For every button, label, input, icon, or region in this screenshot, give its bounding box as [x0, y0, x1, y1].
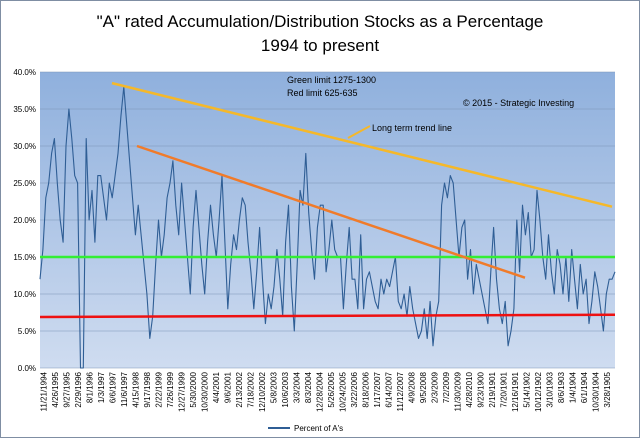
y-tick-label: 25.0% [13, 179, 36, 188]
x-tick-label: 3/3/2004 [292, 371, 301, 403]
x-tick-label: 8/1/1996 [85, 371, 94, 403]
y-tick-label: 20.0% [13, 216, 36, 225]
x-tick-label: 12/16/1901 [511, 371, 520, 412]
red-level-line [39, 313, 616, 319]
x-tick-label: 7/20/1901 [499, 371, 508, 407]
x-tick-label: 1/3/1997 [97, 371, 106, 403]
chart-title-line2: 1994 to present [260, 36, 380, 55]
y-axis-ticks: 0.0% 5.0% 10.0% 15.0% 20.0% 25.0% 30.0% 35.0% 40… [13, 68, 36, 373]
trend-callout-pointer [347, 125, 371, 139]
y-tick-label: 40.0% [13, 68, 36, 77]
x-tick-label: 9/6/2001 [223, 371, 232, 403]
x-tick-label: 5/8/2003 [269, 371, 278, 403]
y-tick-label: 10.0% [13, 290, 36, 299]
x-tick-label: 9/23/1900 [476, 371, 485, 407]
y-tick-label: 30.0% [13, 142, 36, 151]
x-tick-label: 4/4/2001 [212, 371, 221, 403]
x-tick-label: 2/3/2009 [430, 371, 439, 403]
x-tick-label: 7/18/2002 [246, 371, 255, 407]
x-tick-label: 10/30/2000 [200, 371, 209, 412]
x-tick-label: 10/30/1904 [591, 371, 600, 412]
x-tick-label: 8/6/1903 [557, 371, 566, 403]
x-tick-label: 6/14/2007 [384, 371, 393, 407]
x-axis-ticks: 11/21/1994 4/26/1995 9/27/1995 2/29/1996 8/1… [39, 371, 612, 412]
series-layer [39, 86, 616, 369]
x-tick-label: 11/6/1997 [120, 371, 129, 407]
orange-trend-line [136, 144, 526, 279]
legend: Percent of A's [268, 424, 343, 433]
x-tick-label: 5/26/2005 [327, 371, 336, 407]
legend-label: Percent of A's [294, 424, 343, 433]
x-tick-label: 3/28/1905 [603, 371, 612, 407]
green-limit-annotation: Green limit 1275-1300 [287, 75, 376, 85]
x-tick-label: 3/22/2006 [350, 371, 359, 407]
x-tick-label: 9/17/1998 [143, 371, 152, 407]
x-tick-label: 10/6/2003 [281, 371, 290, 407]
x-tick-label: 4/28/2010 [465, 371, 474, 407]
x-tick-label: 9/5/2008 [419, 371, 428, 403]
x-tick-label: 8/18/2006 [361, 371, 370, 407]
x-tick-label: 2/19/1901 [488, 371, 497, 407]
x-tick-label: 7/26/1999 [166, 371, 175, 407]
x-tick-label: 7/2/2009 [442, 371, 451, 403]
x-tick-label: 5/30/2000 [189, 371, 198, 407]
x-tick-label: 3/10/1903 [545, 371, 554, 407]
x-tick-label: 1/17/2007 [373, 371, 382, 407]
y-tick-label: 35.0% [13, 105, 36, 114]
y-tick-label: 5.0% [18, 327, 36, 336]
x-tick-label: 4/15/1998 [131, 371, 140, 407]
x-tick-label: 11/12/2007 [396, 371, 405, 411]
chart-title-line1: "A" rated Accumulation/Distribution Stoc… [96, 12, 544, 31]
x-tick-label: 10/24/2005 [338, 371, 347, 412]
x-tick-label: 6/1/1904 [580, 371, 589, 403]
x-tick-label: 11/30/2009 [453, 371, 462, 411]
y-tick-label: 0.0% [18, 364, 36, 373]
x-tick-label: 12/27/1999 [177, 371, 186, 412]
copyright-annotation: © 2015 - Strategic Investing [463, 98, 574, 108]
y-tick-label: 15.0% [13, 253, 36, 262]
x-tick-label: 1/4/1904 [568, 371, 577, 403]
trend-line-annotation: Long term trend line [372, 123, 452, 133]
reference-lines [39, 81, 616, 319]
x-tick-label: 10/12/1902 [534, 371, 543, 412]
x-tick-label: 5/14/1902 [522, 371, 531, 407]
x-tick-label: 2/29/1996 [74, 371, 83, 407]
red-limit-annotation: Red limit 625-635 [287, 88, 358, 98]
x-tick-label: 6/6/1997 [108, 371, 117, 403]
x-tick-label: 2/22/1999 [154, 371, 163, 407]
x-tick-label: 4/26/1995 [51, 371, 60, 407]
x-tick-label: 12/28/2004 [315, 371, 324, 412]
x-tick-label: 9/27/1995 [62, 371, 71, 407]
long-term-trend-line [111, 81, 613, 208]
x-tick-label: 11/21/1994 [39, 371, 48, 411]
x-tick-label: 4/9/2008 [407, 371, 416, 403]
x-tick-label: 12/10/2002 [258, 371, 267, 412]
x-tick-label: 8/3/2004 [304, 371, 313, 403]
series-line-percent-of-as [39, 86, 616, 369]
x-tick-label: 2/13/2002 [235, 371, 244, 407]
